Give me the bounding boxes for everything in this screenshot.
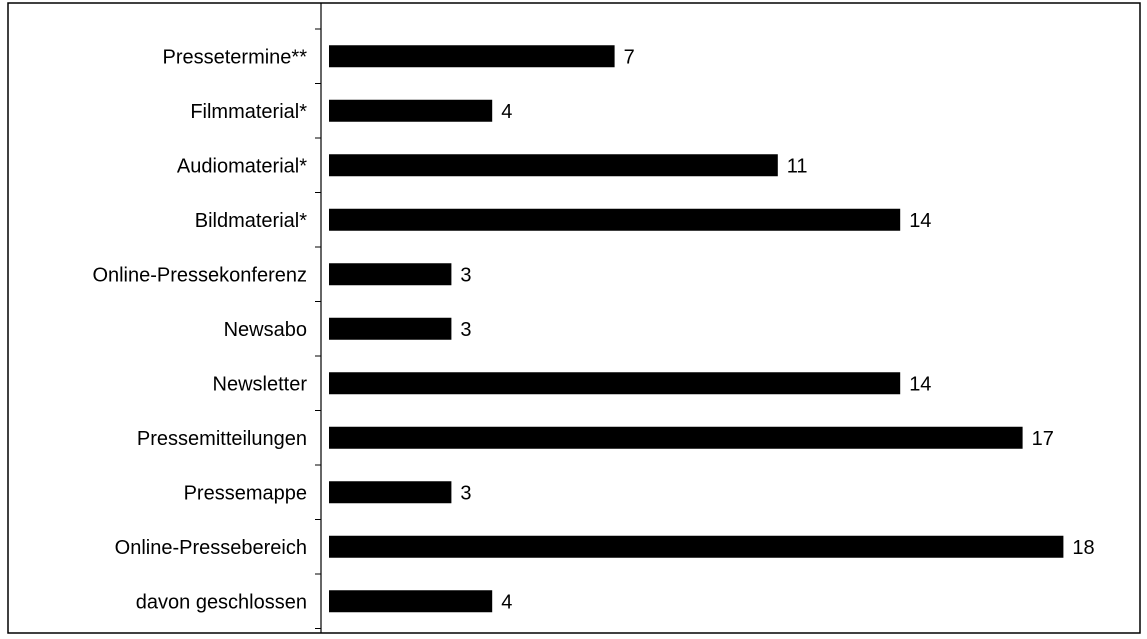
bar — [329, 99, 493, 122]
value-label: 14 — [909, 373, 931, 395]
category-label: Pressemappe — [184, 482, 307, 504]
category-label: Filmmaterial* — [190, 101, 307, 123]
bar — [329, 45, 615, 68]
bar-layer — [329, 45, 1064, 613]
category-label: Audiomaterial* — [177, 155, 307, 177]
bar — [329, 481, 452, 504]
bar — [329, 263, 452, 286]
category-label: Newsabo — [224, 319, 307, 341]
value-label: 4 — [501, 591, 512, 613]
value-label-layer: 7 4 11 14 3 3 14 17 3 18 4 — [460, 46, 1094, 613]
bar — [329, 426, 1023, 449]
bar — [329, 208, 901, 231]
value-label: 3 — [460, 482, 471, 504]
value-label: 7 — [624, 46, 635, 68]
category-label-layer: Pressetermine** Filmmaterial* Audiomateria… — [92, 46, 307, 613]
bar — [329, 372, 901, 395]
value-label: 14 — [909, 210, 931, 232]
value-label: 11 — [787, 155, 808, 177]
category-label: Online-Pressebereich — [115, 537, 307, 559]
bar — [329, 317, 452, 340]
category-label: Pressemitteilungen — [137, 428, 307, 450]
value-label: 3 — [460, 264, 471, 286]
category-label: Bildmaterial* — [195, 210, 307, 232]
value-label: 18 — [1072, 537, 1094, 559]
value-label: 17 — [1032, 428, 1054, 450]
category-label: Newsletter — [213, 373, 308, 395]
bar — [329, 590, 493, 613]
tick-layer — [315, 28, 321, 629]
category-label: Pressetermine** — [162, 46, 307, 68]
category-label: Online-Pressekonferenz — [92, 264, 307, 286]
chart-border — [7, 2, 1141, 634]
value-label: 4 — [501, 101, 512, 123]
category-label: davon geschlossen — [136, 591, 307, 613]
bar — [329, 535, 1064, 558]
value-label: 3 — [460, 319, 471, 341]
bar — [329, 154, 778, 177]
